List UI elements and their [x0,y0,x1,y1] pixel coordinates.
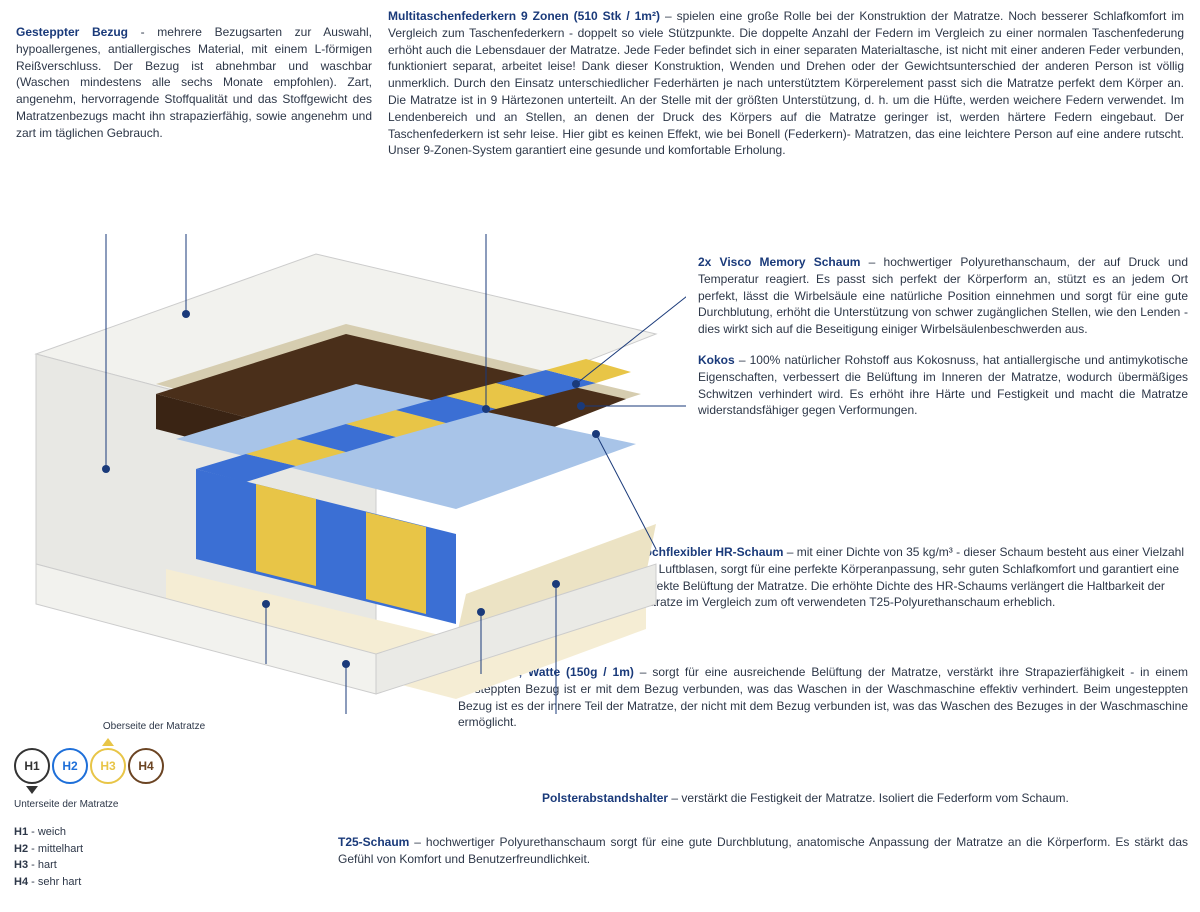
hardness-h3: H3 [90,748,126,784]
arrow-down-icon [26,786,38,794]
right-column: 2x Visco Memory Schaum – hochwertiger Po… [698,254,1188,433]
hardness-h2: H2 [52,748,88,784]
section-t25: T25-Schaum – hochwertiger Polyurethansch… [338,834,1188,868]
hardness-h4: H4 [128,748,164,784]
hardness-legend: H1 - weich H2 - mittelhart H3 - hart H4 … [14,824,83,890]
hardness-selector: Oberseite der Matratze H1 H2 H3 H4 Unter… [14,720,234,812]
section-springs: Multitaschenfederkern 9 Zonen (510 Stk /… [388,8,1184,159]
hardness-bottom-label: Unterseite der Matratze [14,798,234,812]
section-kokos: Kokos – 100% natürlicher Rohstoff aus Ko… [698,352,1188,419]
hardness-h1: H1 [14,748,50,784]
mattress-diagram [16,234,686,714]
section-cover: Gesteppter Bezug - mehrere Bezugsarten z… [16,24,372,142]
cover-heading: Gesteppter Bezug [16,25,128,39]
arrow-up-icon [102,738,114,746]
springs-body: spielen eine große Rolle bei der Konstru… [388,9,1184,157]
cover-body: mehrere Bezugsarten zur Auswahl, hypoall… [16,25,372,140]
hardness-top-label: Oberseite der Matratze [74,720,234,734]
hardness-circles: H1 H2 H3 H4 [14,738,234,794]
springs-heading: Multitaschenfederkern 9 Zonen (510 Stk /… [388,9,660,23]
section-visco: 2x Visco Memory Schaum – hochwertiger Po… [698,254,1188,338]
section-polster: Polsterabstandshalter – verstärkt die Fe… [542,790,1188,807]
section-hr-foam: Hochflexibler HR-Schaum – mit einer Dich… [636,544,1188,611]
